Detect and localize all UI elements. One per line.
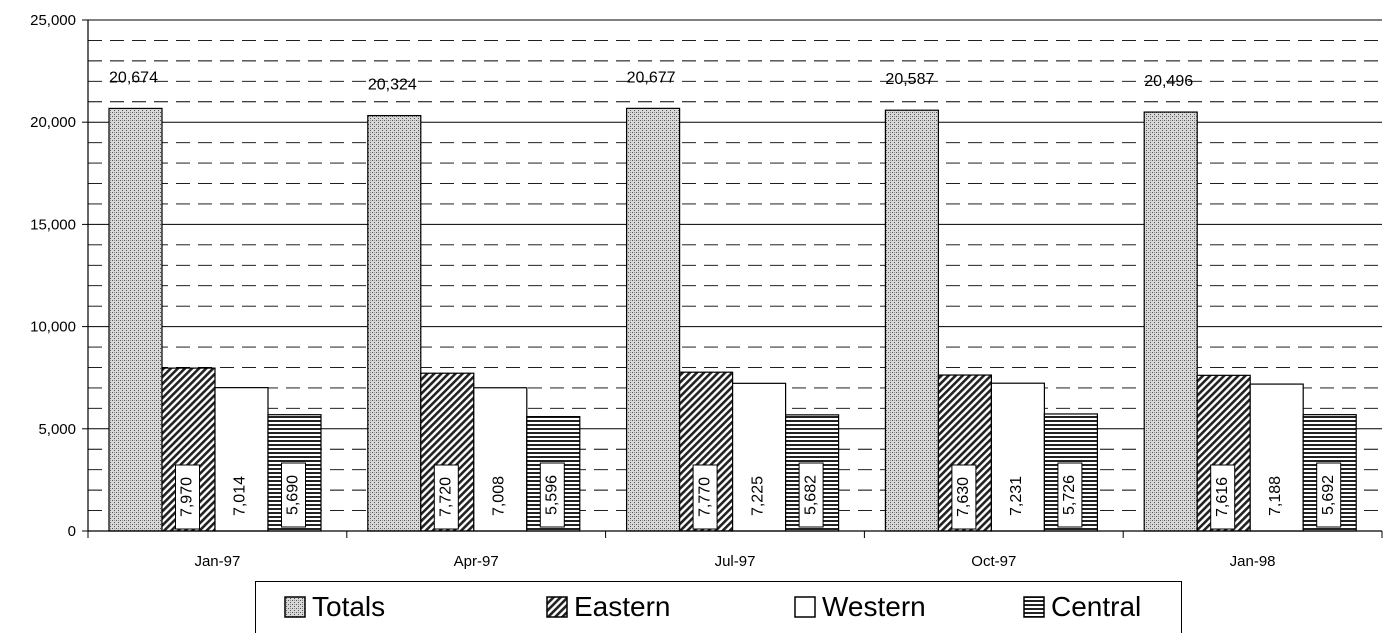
data-label-box bbox=[692, 464, 718, 530]
x-category-label: Apr-97 bbox=[454, 553, 499, 570]
data-label-eastern: 7,630 bbox=[955, 477, 972, 517]
data-label-totals: 20,496 bbox=[1144, 73, 1193, 90]
x-category-label: Jul-97 bbox=[715, 553, 756, 570]
data-label-western: 7,231 bbox=[1008, 476, 1025, 516]
data-label-central: 5,726 bbox=[1061, 475, 1078, 515]
legend-swatch-western bbox=[794, 596, 816, 618]
data-label-box bbox=[433, 464, 459, 530]
legend-label-eastern: Eastern bbox=[574, 591, 671, 622]
data-label-western: 7,014 bbox=[232, 476, 249, 516]
y-tick-label: 25,000 bbox=[30, 12, 76, 29]
y-tick-label: 15,000 bbox=[30, 216, 76, 233]
data-labels: 20,674 7,970 7,014 5,690 20,324 7,720 7,008 5,5… bbox=[109, 69, 1342, 530]
bar-western bbox=[731, 382, 787, 532]
legend: Totals Eastern Western Central bbox=[255, 581, 1182, 633]
bar-western bbox=[990, 382, 1046, 532]
bar-totals bbox=[1143, 111, 1198, 532]
y-tick-label: 0 bbox=[68, 523, 76, 540]
data-label-box bbox=[539, 462, 565, 528]
legend-label-central: Central bbox=[1051, 591, 1142, 622]
legend-item-eastern: Eastern bbox=[546, 592, 671, 622]
data-label-totals: 20,587 bbox=[885, 71, 934, 88]
bar-western bbox=[473, 387, 528, 532]
legend-item-western: Western bbox=[794, 592, 926, 622]
data-label-western: 7,188 bbox=[1267, 476, 1284, 516]
data-label-totals: 20,324 bbox=[368, 77, 417, 94]
bar-totals bbox=[625, 107, 681, 532]
data-label-western: 7,225 bbox=[749, 476, 766, 516]
bar-totals bbox=[884, 109, 940, 532]
data-label-box bbox=[1057, 462, 1083, 528]
data-label-box bbox=[1316, 462, 1342, 528]
legend-item-totals: Totals bbox=[284, 592, 385, 622]
data-label-western: 7,008 bbox=[491, 476, 508, 516]
x-category-label: Jan-97 bbox=[194, 553, 240, 570]
legend-swatch-central bbox=[1023, 596, 1045, 618]
data-label-box bbox=[175, 464, 200, 530]
data-label-eastern: 7,720 bbox=[438, 477, 455, 517]
bar-totals bbox=[108, 107, 163, 532]
data-label-central: 5,596 bbox=[544, 475, 561, 515]
bar-totals bbox=[367, 114, 422, 532]
axes: 0 5,000 10,000 15,000 20,000 25,000 Jan-97 Apr-… bbox=[30, 12, 1383, 570]
data-label-eastern: 7,770 bbox=[696, 477, 713, 517]
data-label-central: 5,690 bbox=[285, 475, 302, 515]
y-tick-label: 5,000 bbox=[38, 421, 76, 438]
legend-swatch-totals bbox=[284, 596, 306, 618]
x-category-label: Oct-97 bbox=[971, 553, 1016, 570]
data-label-totals: 20,674 bbox=[109, 69, 158, 86]
legend-swatch-eastern bbox=[546, 596, 568, 618]
legend-label-totals: Totals bbox=[312, 591, 386, 622]
data-label-eastern: 7,970 bbox=[179, 477, 196, 517]
legend-item-central: Central bbox=[1023, 592, 1141, 622]
data-label-box bbox=[951, 464, 977, 530]
data-label-box bbox=[1210, 464, 1236, 530]
data-label-central: 5,692 bbox=[1320, 475, 1337, 515]
data-label-eastern: 7,616 bbox=[1214, 477, 1231, 517]
x-category-label: Jan-98 bbox=[1230, 553, 1276, 570]
data-label-box bbox=[798, 462, 824, 528]
data-label-central: 5,682 bbox=[802, 475, 819, 515]
y-tick-label: 20,000 bbox=[30, 114, 76, 131]
data-label-totals: 20,677 bbox=[627, 69, 676, 86]
y-tick-label: 10,000 bbox=[30, 319, 76, 336]
data-label-box bbox=[281, 462, 306, 528]
legend-label-western: Western bbox=[822, 591, 926, 622]
